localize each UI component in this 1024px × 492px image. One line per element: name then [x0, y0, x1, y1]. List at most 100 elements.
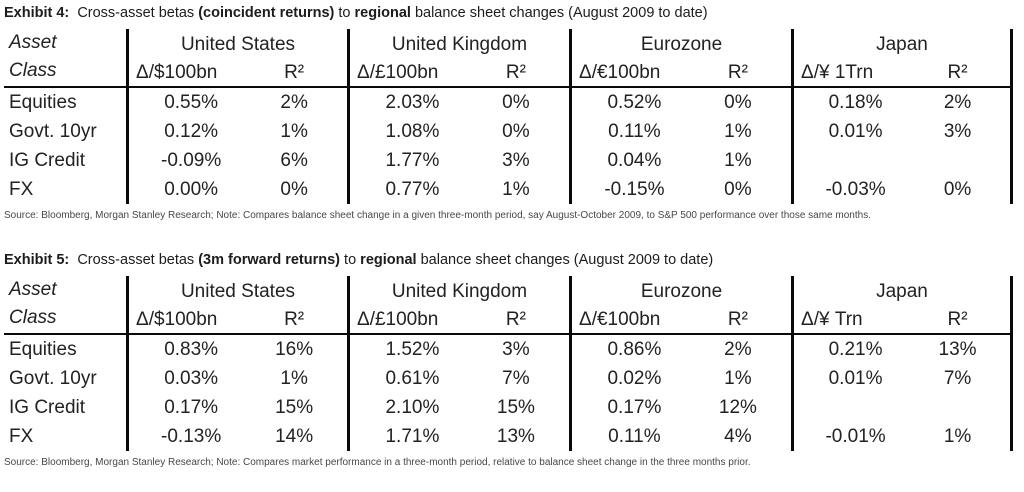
beta-value: 0.02% [607, 368, 662, 389]
asset-header-line2: Class [9, 307, 57, 328]
region-cell: 1.52% 3% [347, 335, 569, 364]
r2-value: 7% [502, 368, 530, 389]
asset-label: Govt. 10yr [9, 121, 97, 142]
region-cell: 0.77% 1% [347, 175, 569, 204]
r2-value: 0% [502, 92, 530, 113]
r2-value [917, 393, 1010, 422]
region-cell: 0.12% 1% [126, 117, 347, 146]
delta-column-label: Δ/£100bn [357, 62, 439, 83]
asset-label: Equities [9, 92, 77, 113]
region-cell: -0.13% 14% [126, 422, 347, 451]
beta-value: 1.08% [385, 121, 440, 142]
region-cell: 0.86% 2% [569, 335, 791, 364]
beta-value: 0.55% [164, 92, 219, 113]
r2-column-label: R² [284, 62, 305, 83]
beta-value: 0.17% [164, 397, 219, 418]
region-cell-empty [791, 146, 1010, 175]
region-name: Eurozone [640, 281, 723, 302]
region-cell: 0.21% 13% [791, 335, 1010, 364]
r2-value: 3% [502, 339, 530, 360]
region-cell: 0.01% 3% [791, 117, 1010, 146]
exhibit-4-source-note: Source: Bloomberg, Morgan Stanley Resear… [4, 210, 871, 221]
table-row-ig-credit: IG Credit -0.09% 6% 1.77% 3% 0.04% 1% [4, 146, 1010, 175]
table-row-ig-credit: IG Credit 0.17% 15% 2.10% 15% 0.17% 12% [4, 393, 1010, 422]
title-segment-bold: (3m forward returns) [198, 252, 341, 268]
r2-value: 0% [502, 121, 530, 142]
delta-column-label: Δ/€100bn [579, 62, 661, 83]
delta-column-label: Δ/$100bn [136, 62, 218, 83]
r2-value: 2% [724, 339, 752, 360]
beta-value: 0.12% [164, 121, 219, 142]
region-cell: 0.04% 1% [569, 146, 791, 175]
asset-header-line1: Asset [9, 279, 57, 300]
r2-value: 13% [496, 426, 535, 447]
exhibit-4: Exhibit 4: Cross-asset betas (coincident… [4, 4, 1018, 222]
r2-value: 1% [724, 121, 752, 142]
exhibit-5-source-note: Source: Bloomberg, Morgan Stanley Resear… [4, 457, 751, 468]
region-cell: 0.61% 7% [347, 364, 569, 393]
asset-class-header: Asset Class [4, 29, 126, 86]
region-header-united-kingdom: United Kingdom Δ/£100bn R² [347, 276, 569, 333]
r2-value: 2% [280, 92, 308, 113]
region-cell: 1.08% 0% [347, 117, 569, 146]
beta-value: 1.52% [385, 339, 440, 360]
table-header: Asset Class United States Δ/$100bn R² Un… [4, 29, 1010, 88]
r2-column-label: R² [727, 62, 748, 83]
asset-label: Equities [9, 339, 77, 360]
region-name: United Kingdom [391, 34, 528, 55]
delta-column-label: Δ/$100bn [136, 309, 218, 330]
r2-value: 1% [280, 368, 308, 389]
exhibit-5-label: Exhibit 5: [4, 252, 70, 268]
report-page: Exhibit 4: Cross-asset betas (coincident… [4, 4, 1018, 468]
region-header-eurozone: Eurozone Δ/€100bn R² [569, 29, 791, 86]
delta-column-label: Δ/¥ Trn [801, 309, 863, 330]
beta-value: 0.52% [607, 92, 662, 113]
asset-label: IG Credit [9, 150, 86, 171]
region-cell: 0.52% 0% [569, 88, 791, 117]
r2-value: 15% [275, 397, 314, 418]
exhibit-4-label: Exhibit 4: [4, 5, 70, 21]
delta-column-label: Δ/¥ 1Trn [801, 62, 874, 83]
table-row-equities: Equities 0.83% 16% 1.52% 3% 0.86% 2% 0.21% 1… [4, 335, 1010, 364]
region-cell-empty [791, 393, 1010, 422]
region-name: Japan [876, 281, 928, 302]
beta-value: 1.77% [385, 150, 440, 171]
r2-value: 1% [502, 179, 530, 200]
title-segment: to [334, 5, 355, 21]
r2-value: 0% [724, 179, 752, 200]
r2-value: 0% [943, 179, 972, 200]
r2-value: 16% [275, 339, 314, 360]
beta-value: 0.01% [828, 121, 883, 142]
beta-value: 0.17% [607, 397, 662, 418]
exhibit-5-title: Exhibit 5: Cross-asset betas (3m forward… [4, 251, 1018, 269]
beta-value [794, 393, 917, 422]
r2-value: 0% [280, 179, 308, 200]
table-row-fx: FX -0.13% 14% 1.71% 13% 0.11% 4% -0.01% 1% [4, 422, 1010, 451]
region-cell: 0.17% 15% [126, 393, 347, 422]
region-cell: -0.09% 6% [126, 146, 347, 175]
region-cell: 1.77% 3% [347, 146, 569, 175]
r2-value: 0% [724, 92, 752, 113]
r2-value: 6% [280, 150, 308, 171]
r2-value: 1% [724, 368, 752, 389]
table-row-fx: FX 0.00% 0% 0.77% 1% -0.15% 0% -0.03% 0% [4, 175, 1010, 204]
region-cell: 0.83% 16% [126, 335, 347, 364]
r2-column-label: R² [947, 62, 968, 83]
delta-column-label: Δ/£100bn [357, 309, 439, 330]
region-cell: 0.55% 2% [126, 88, 347, 117]
beta-value: 2.10% [385, 397, 440, 418]
asset-class-header: Asset Class [4, 276, 126, 333]
region-cell: -0.15% 0% [569, 175, 791, 204]
beta-value [794, 146, 917, 175]
r2-column-label: R² [505, 309, 526, 330]
r2-value: 7% [943, 368, 972, 389]
region-cell: 0.18% 2% [791, 88, 1010, 117]
region-cell: 0.03% 1% [126, 364, 347, 393]
r2-value: 14% [275, 426, 314, 447]
beta-value: 0.04% [607, 150, 662, 171]
title-segment: Cross-asset betas [69, 5, 199, 21]
r2-column-label: R² [947, 309, 968, 330]
region-cell: -0.01% 1% [791, 422, 1010, 451]
asset-label: Govt. 10yr [9, 368, 97, 389]
title-segment: to [340, 252, 361, 268]
